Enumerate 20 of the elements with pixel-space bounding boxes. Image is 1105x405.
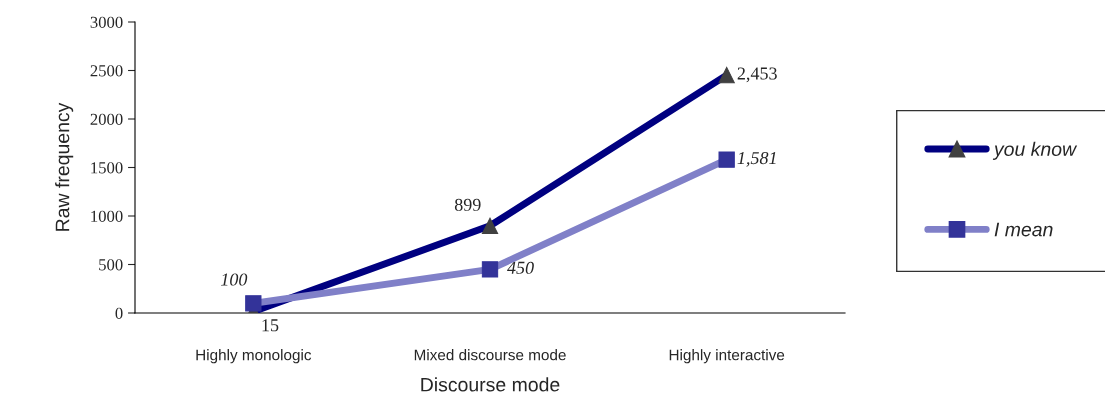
- y-tick-label: 500: [99, 259, 123, 271]
- data-label: 15: [262, 319, 279, 332]
- data-label: 100: [220, 273, 248, 286]
- y-tick-label: 1000: [91, 210, 123, 222]
- data-label: 899: [454, 198, 481, 211]
- x-tick-label: Mixed discourse mode: [414, 349, 566, 361]
- x-axis-title: Discourse mode: [421, 377, 560, 392]
- y-axis-title: Raw frequency: [55, 102, 74, 231]
- x-tick-label: Highly interactive: [669, 349, 785, 364]
- y-tick-label: 3000: [90, 16, 123, 28]
- legend-label: I mean: [994, 222, 1053, 237]
- legend-label: you know: [992, 141, 1078, 160]
- data-label: 1,581: [737, 151, 776, 167]
- y-tick-label: 2000: [90, 113, 123, 125]
- data-label: 2,453: [737, 67, 777, 83]
- y-tick-label: 1500: [91, 162, 123, 174]
- y-tick-label: 2500: [90, 65, 123, 77]
- data-label: 450: [507, 261, 534, 274]
- y-tick-label: 0: [115, 307, 123, 319]
- x-tick-label: Highly monologic: [196, 349, 312, 364]
